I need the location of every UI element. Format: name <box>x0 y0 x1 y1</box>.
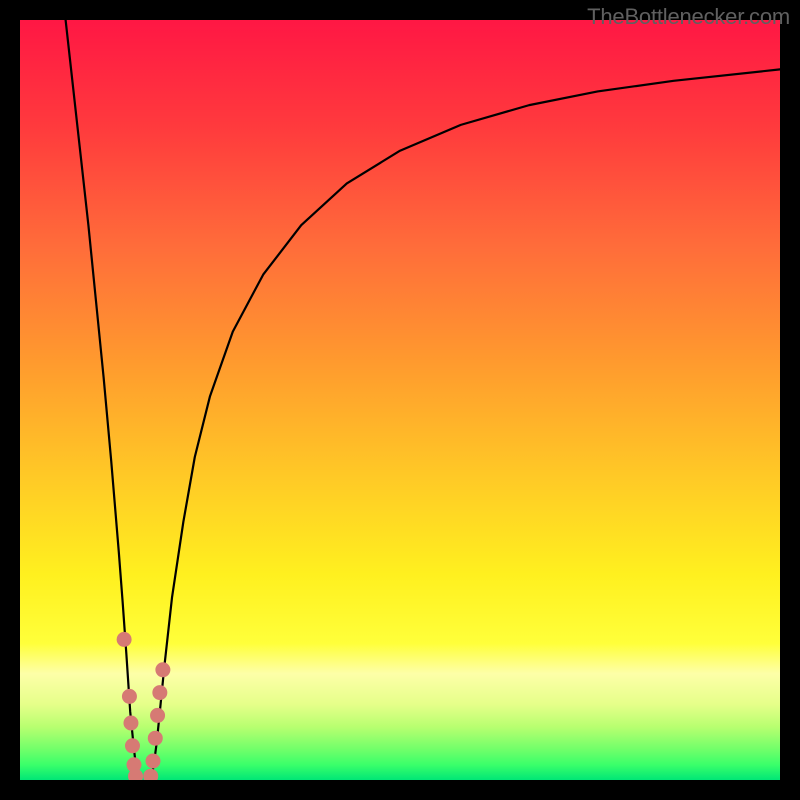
data-marker <box>156 663 170 677</box>
data-marker <box>148 731 162 745</box>
data-marker <box>117 632 131 646</box>
data-marker <box>153 686 167 700</box>
data-marker <box>125 739 139 753</box>
data-marker <box>124 716 138 730</box>
plot-area <box>20 20 780 780</box>
chart-svg <box>20 20 780 780</box>
outer-frame: TheBottlenecker.com <box>0 0 800 800</box>
gradient-background <box>20 20 780 780</box>
data-marker <box>122 689 136 703</box>
watermark-text: TheBottlenecker.com <box>587 4 790 30</box>
data-marker <box>129 769 143 780</box>
data-marker <box>151 708 165 722</box>
data-marker <box>146 754 160 768</box>
data-marker <box>144 769 158 780</box>
